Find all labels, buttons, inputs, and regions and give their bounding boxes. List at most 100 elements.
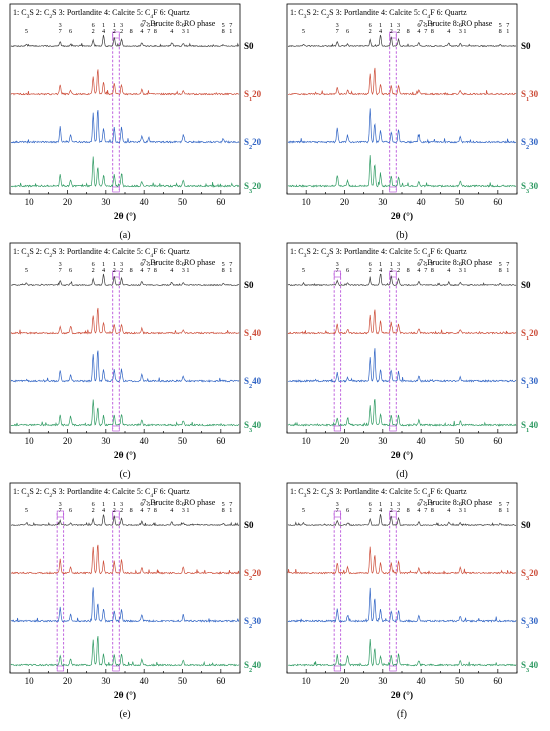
x-tick-label: 10 bbox=[302, 676, 312, 686]
x-tick-label: 60 bbox=[493, 676, 503, 686]
peak-index-label: 6 bbox=[346, 28, 349, 35]
phase-legend-line-2: 7: Brucite 8: RO phase bbox=[142, 19, 216, 28]
peak-index-label: 1 bbox=[390, 261, 393, 268]
peak-index-label: 6 bbox=[69, 28, 72, 35]
series-trace bbox=[10, 636, 240, 667]
x-tick-label: 20 bbox=[340, 197, 350, 207]
phase-legend-line-2: 7: Brucite 8: RO phase bbox=[142, 498, 216, 507]
peak-index-label: 8 bbox=[154, 267, 157, 274]
peak-index-label: 8 bbox=[154, 507, 157, 514]
peak-index-label: 4 bbox=[170, 267, 173, 274]
x-tick-label: 20 bbox=[340, 676, 350, 686]
highlight-region bbox=[112, 510, 120, 672]
peak-index-label: 8 bbox=[407, 507, 410, 514]
peak-index-label: 4 bbox=[447, 507, 450, 514]
peak-index-label: 6 bbox=[69, 507, 72, 514]
peak-index-label: 4 bbox=[417, 267, 420, 274]
peak-index-label: 8 bbox=[130, 507, 133, 514]
series-label: S320 bbox=[521, 568, 539, 582]
peak-index-label: 1 bbox=[113, 501, 116, 508]
peak-index-label: 7 bbox=[154, 501, 157, 508]
peak-index-label: 1 bbox=[506, 28, 509, 35]
xrd-panel-d: 1: C3S 2: C2S 3: Portlandite 4: Calcite … bbox=[281, 242, 549, 480]
series-label: S130 bbox=[521, 376, 539, 390]
x-axis-label: 2θ (°) bbox=[391, 690, 413, 701]
x-axis-label: 2θ (°) bbox=[114, 690, 136, 701]
x-axis-label: 2θ (°) bbox=[391, 450, 413, 461]
x-tick-label: 20 bbox=[63, 197, 73, 207]
peak-index-label: 1 bbox=[113, 261, 116, 268]
peak-index-label: 5 bbox=[424, 22, 427, 29]
peak-index-label: 8 bbox=[499, 267, 502, 274]
x-tick-label: 40 bbox=[140, 197, 150, 207]
x-tick-label: 30 bbox=[101, 676, 111, 686]
xrd-chart-svg: 1: C3S 2: C2S 3: Portlandite 4: Calcite … bbox=[9, 482, 262, 720]
phase-legend-line-1: 1: C3S 2: C2S 3: Portlandite 4: Calcite … bbox=[13, 487, 190, 499]
x-tick-label: 40 bbox=[417, 436, 427, 446]
peak-index-label: 4 bbox=[140, 507, 143, 514]
series-label: S120 bbox=[521, 328, 539, 342]
peak-index-label: 6 bbox=[459, 501, 462, 508]
peak-index-label: 5 bbox=[25, 507, 28, 514]
peak-index-label: 4 bbox=[140, 28, 143, 35]
x-tick-label: 40 bbox=[417, 197, 427, 207]
x-axis-label: 2θ (°) bbox=[114, 211, 136, 222]
peak-index-label: 7 bbox=[506, 501, 509, 508]
peak-index-label: 4 bbox=[417, 507, 420, 514]
peak-index-label: 3 bbox=[336, 261, 339, 268]
series-label: S340 bbox=[521, 660, 539, 674]
peak-index-label: 2 bbox=[397, 267, 400, 274]
series-label: S0 bbox=[521, 280, 531, 290]
series-trace bbox=[10, 34, 240, 48]
peak-index-label: 1 bbox=[113, 22, 116, 29]
peak-index-label: 1 bbox=[102, 261, 105, 268]
peak-index-label: 8 bbox=[154, 28, 157, 35]
xrd-chart-svg: 1: C3S 2: C2S 3: Portlandite 4: Calcite … bbox=[286, 482, 539, 720]
x-tick-label: 50 bbox=[178, 676, 188, 686]
peak-index-label: 7 bbox=[336, 507, 339, 514]
series-label: S130 bbox=[521, 89, 539, 103]
peak-index-label: 7 bbox=[506, 22, 509, 29]
peak-index-label: 2 bbox=[120, 28, 123, 35]
peak-index-label: 4 bbox=[102, 28, 105, 35]
peak-index-label: 5 bbox=[25, 267, 28, 274]
peak-index-label: 4 bbox=[447, 267, 450, 274]
peak-index-label: 1 bbox=[186, 507, 189, 514]
x-tick-label: 60 bbox=[493, 197, 503, 207]
x-tick-label: 10 bbox=[302, 197, 312, 207]
x-tick-label: 60 bbox=[216, 676, 226, 686]
series-trace bbox=[287, 398, 517, 427]
peak-index-label: 1 bbox=[186, 267, 189, 274]
highlight-region bbox=[389, 270, 397, 432]
series-label: S220 bbox=[244, 137, 262, 151]
peak-index-label: 7 bbox=[147, 507, 150, 514]
peak-index-label: 7 bbox=[229, 22, 232, 29]
series-trace bbox=[287, 273, 517, 287]
peak-index-label: 2 bbox=[120, 267, 123, 274]
panel-label: (c) bbox=[119, 469, 130, 480]
peak-index-label: 7 bbox=[229, 501, 232, 508]
panel-label: (a) bbox=[119, 230, 130, 241]
series-trace bbox=[287, 309, 517, 335]
x-tick-label: 30 bbox=[378, 676, 388, 686]
series-label: S220 bbox=[244, 568, 262, 582]
series-trace bbox=[10, 156, 240, 188]
peak-index-label: 1 bbox=[229, 507, 232, 514]
peak-index-label: 3 bbox=[120, 501, 123, 508]
peak-index-label: 5 bbox=[302, 267, 305, 274]
peak-index-label: 1 bbox=[506, 507, 509, 514]
x-axis-label: 2θ (°) bbox=[391, 211, 413, 222]
series-label: S0 bbox=[244, 280, 254, 290]
peak-index-label: 2 bbox=[120, 507, 123, 514]
peak-index-label: 7 bbox=[59, 507, 62, 514]
peak-index-label: 3 bbox=[336, 501, 339, 508]
phase-legend-line-2: 7: Brucite 8: RO phase bbox=[419, 258, 493, 267]
peak-index-label: 8 bbox=[431, 267, 434, 274]
peak-index-label: 6 bbox=[182, 261, 185, 268]
xrd-panel-b: 1: C3S 2: C2S 3: Portlandite 4: Calcite … bbox=[281, 3, 549, 241]
peak-index-label: 3 bbox=[459, 507, 462, 514]
peak-index-label: 6 bbox=[346, 267, 349, 274]
peak-index-label: 2 bbox=[92, 507, 95, 514]
peak-index-label: 3 bbox=[120, 22, 123, 29]
